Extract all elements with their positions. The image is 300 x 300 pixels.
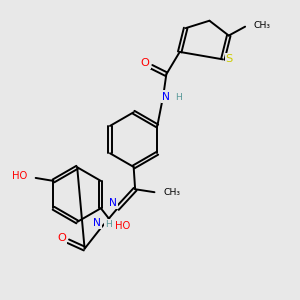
Text: H: H bbox=[176, 94, 182, 103]
Text: N: N bbox=[93, 218, 101, 227]
Text: N: N bbox=[109, 198, 117, 208]
Text: H: H bbox=[105, 220, 112, 230]
Text: O: O bbox=[140, 58, 149, 68]
Text: O: O bbox=[57, 233, 66, 243]
Text: S: S bbox=[226, 54, 233, 64]
Text: HO: HO bbox=[115, 221, 130, 231]
Text: CH₃: CH₃ bbox=[254, 21, 270, 30]
Text: CH₃: CH₃ bbox=[164, 188, 180, 197]
Text: N: N bbox=[162, 92, 170, 101]
Text: HO: HO bbox=[12, 171, 27, 181]
